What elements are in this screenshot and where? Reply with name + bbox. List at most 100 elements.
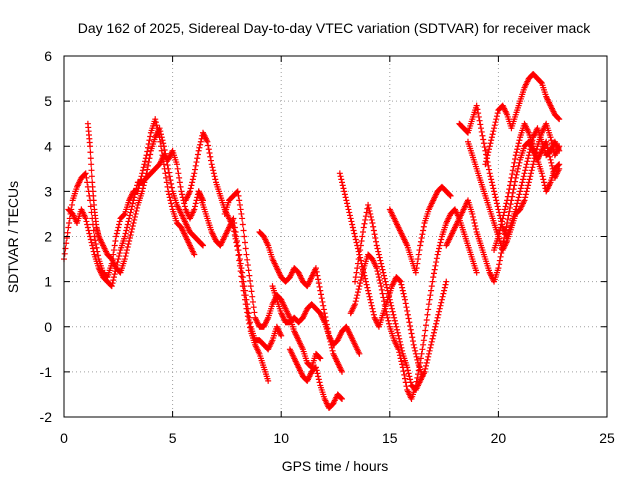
data-point <box>360 228 367 235</box>
y-tick-label: 4 <box>44 138 52 154</box>
data-point <box>488 179 495 186</box>
data-point <box>242 245 249 252</box>
data-point <box>491 191 498 198</box>
data-point <box>512 156 519 163</box>
data-point <box>349 221 356 228</box>
data-point <box>329 347 336 354</box>
data-point <box>353 269 360 276</box>
data-point <box>235 252 242 259</box>
data-point <box>246 272 253 279</box>
data-point <box>403 383 410 390</box>
data-point <box>426 296 433 303</box>
data-point <box>340 185 347 192</box>
data-point <box>421 368 428 375</box>
data-point <box>428 338 435 345</box>
data-point <box>315 280 322 287</box>
data-point <box>230 215 237 222</box>
data-point <box>492 119 499 126</box>
data-point <box>123 227 130 234</box>
data-point <box>238 210 245 217</box>
data-point <box>396 349 403 356</box>
data-point <box>433 317 440 324</box>
data-point <box>66 215 73 222</box>
data-point <box>496 261 503 268</box>
data-point <box>433 320 440 327</box>
data-point <box>131 194 138 201</box>
data-point <box>431 326 438 333</box>
data-point <box>441 287 448 294</box>
data-point <box>514 165 521 172</box>
data-point <box>113 233 120 240</box>
series-9 <box>286 346 346 411</box>
data-point <box>352 301 359 308</box>
data-point <box>128 228 135 235</box>
data-point <box>87 155 94 162</box>
data-point <box>140 182 147 189</box>
data-point <box>246 314 253 321</box>
data-point <box>375 248 382 255</box>
data-point <box>205 146 212 153</box>
data-point <box>516 191 523 198</box>
data-point <box>379 290 386 297</box>
data-point <box>146 155 153 162</box>
data-point <box>234 189 241 196</box>
data-point <box>200 242 207 249</box>
data-point <box>354 265 361 272</box>
data-point <box>493 197 500 204</box>
data-point <box>139 167 146 174</box>
data-point <box>527 146 534 153</box>
data-point <box>429 278 436 285</box>
data-point <box>143 170 150 177</box>
data-point <box>443 278 450 285</box>
data-point <box>371 231 378 238</box>
data-point <box>160 140 167 147</box>
data-point <box>364 284 371 291</box>
data-point <box>547 134 554 141</box>
data-point <box>438 296 445 303</box>
data-point <box>529 164 536 171</box>
data-point <box>204 138 211 145</box>
data-point <box>513 149 520 156</box>
data-point <box>487 173 494 180</box>
data-point <box>495 265 502 272</box>
data-point <box>370 308 377 315</box>
data-point <box>385 290 392 297</box>
data-point <box>108 283 115 290</box>
data-point <box>418 350 425 357</box>
series-12 <box>347 206 480 402</box>
data-point <box>501 209 508 216</box>
data-point <box>396 277 403 284</box>
data-point <box>92 241 99 248</box>
data-point <box>509 171 516 178</box>
data-point <box>61 250 68 257</box>
data-point <box>111 271 118 278</box>
data-point <box>433 255 440 262</box>
data-point <box>248 288 255 295</box>
data-point <box>197 138 204 145</box>
data-point <box>158 134 165 141</box>
data-point <box>145 159 152 166</box>
data-point <box>339 395 346 402</box>
data-point <box>111 242 118 249</box>
data-point <box>247 319 254 326</box>
data-point <box>363 281 370 288</box>
data-point <box>64 229 71 236</box>
data-point <box>168 200 175 207</box>
data-point <box>493 200 500 207</box>
data-point <box>427 344 434 351</box>
data-point <box>417 355 424 362</box>
data-point <box>126 235 133 242</box>
data-point <box>175 170 182 177</box>
data-point <box>110 277 117 284</box>
data-point <box>163 179 170 186</box>
data-point <box>336 170 343 177</box>
data-point <box>432 323 439 330</box>
data-point <box>315 276 322 283</box>
data-point <box>373 238 380 245</box>
data-point <box>402 375 409 382</box>
data-point <box>167 197 174 204</box>
data-point <box>237 206 244 213</box>
data-point <box>418 235 425 242</box>
data-point <box>357 242 364 249</box>
data-point <box>428 341 435 348</box>
